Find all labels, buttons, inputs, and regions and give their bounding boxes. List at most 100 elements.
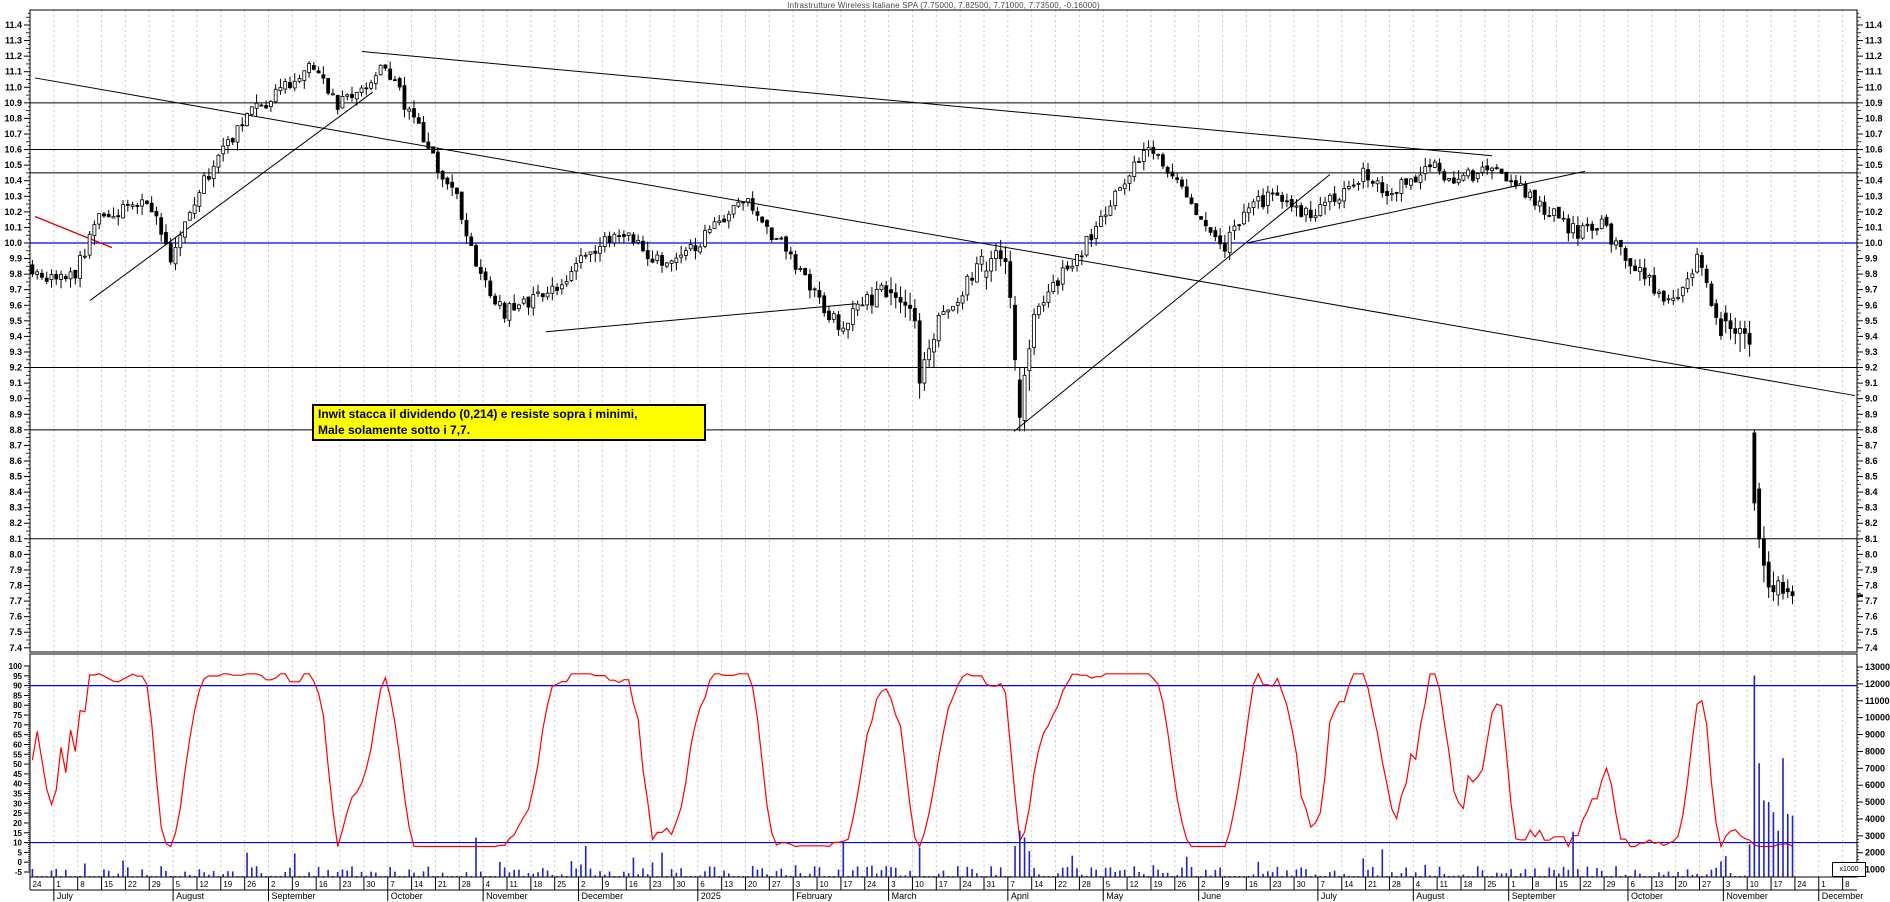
week-tick-label: 21 (1368, 880, 1377, 889)
volume-tick-label: 2000 (1865, 848, 1885, 858)
week-tick-label: 17 (939, 880, 948, 889)
price-tick-label: 10.5 (4, 160, 22, 170)
price-tick-label: 11.2 (5, 51, 22, 61)
month-label: December (1822, 891, 1864, 901)
oscillator-tick-label: 30 (13, 799, 22, 808)
week-tick-label: 22 (128, 880, 137, 889)
price-tick-label: 11.0 (1865, 82, 1882, 92)
price-tick-label: 10.8 (1865, 113, 1883, 123)
week-tick-label: 29 (152, 880, 161, 889)
volume-tick-label: 1000 (1865, 865, 1885, 875)
volume-unit-label: x1000 (1832, 862, 1866, 877)
week-tick-label: 7 (1320, 880, 1325, 889)
price-tick-label: 8.0 (1865, 549, 1878, 559)
trendlines-layer[interactable] (34, 50, 1856, 432)
trendline (89, 91, 374, 301)
week-tick-label: 21 (438, 880, 447, 889)
price-tick-label: 7.9 (1865, 565, 1878, 575)
price-tick-label: 8.8 (1865, 425, 1878, 435)
week-tick-label: 10 (820, 880, 829, 889)
oscillator-tick-label: 10 (13, 839, 22, 848)
oscillator-tick-label: 15 (13, 829, 22, 838)
price-tick-label: 8.6 (9, 456, 22, 466)
price-tick-label: 8.9 (9, 409, 22, 419)
price-tick-label: 7.6 (9, 612, 22, 622)
price-tick-label: 8.3 (1865, 503, 1878, 513)
oscillator-tick-label: 45 (13, 770, 22, 779)
week-tick-label: 29 (1607, 880, 1616, 889)
price-tick-label: 11.3 (1865, 36, 1882, 46)
price-tick-label: 9.6 (1865, 300, 1878, 310)
volume-tick-label: 13000 (1865, 662, 1890, 672)
week-tick-label: 6 (1630, 880, 1635, 889)
price-tick-label: 9.5 (9, 316, 22, 326)
week-tick-label: 8 (1845, 880, 1850, 889)
price-tick-label: 10.9 (1865, 98, 1883, 108)
volume-tick-label: 9000 (1865, 730, 1885, 740)
week-tick-label: 9 (1225, 880, 1230, 889)
price-tick-label: 10.6 (1865, 145, 1883, 155)
price-tick-label: 9.7 (9, 285, 22, 295)
panel-borders (29, 9, 1858, 878)
price-tick-label: 7.5 (1865, 627, 1878, 637)
week-tick-label: 20 (1678, 880, 1687, 889)
trendline (1013, 174, 1331, 432)
annotation-note[interactable]: Inwit stacca il dividendo (0,214) e resi… (312, 404, 706, 442)
price-tick-label: 8.4 (1865, 487, 1878, 497)
oscillator-tick-label: 25 (13, 809, 22, 818)
week-tick-label: 5 (1106, 880, 1111, 889)
price-tick-label: 9.8 (1865, 269, 1878, 279)
chart-title: Infrastrutture Wireless Italiane SPA (7.… (787, 1, 1100, 10)
week-tick-label: 14 (1034, 880, 1043, 889)
week-tick-label: 13 (724, 880, 733, 889)
price-tick-label: 8.0 (9, 549, 22, 559)
week-tick-label: 28 (462, 880, 471, 889)
price-tick-label: 10.5 (1865, 160, 1883, 170)
week-tick-label: 4 (486, 880, 491, 889)
month-label: September (1512, 891, 1556, 901)
week-tick-label: 10 (1750, 880, 1759, 889)
price-tick-label: 9.8 (9, 269, 22, 279)
month-label: May (1106, 891, 1124, 901)
week-tick-label: 9 (605, 880, 610, 889)
price-tick-label: 7.4 (9, 643, 22, 653)
week-tick-label: 9 (295, 880, 300, 889)
price-tick-label: 8.5 (9, 472, 22, 482)
annotation-line-2: Male solamente sotto i 7,7. (318, 422, 471, 437)
price-tick-label: 9.6 (9, 300, 22, 310)
month-label: June (1202, 891, 1222, 901)
price-tick-label: 7.7 (9, 596, 22, 606)
price-tick-label: 7.4 (1865, 643, 1878, 653)
week-tick-label: 15 (1559, 880, 1568, 889)
volume-tick-label: 6000 (1865, 780, 1885, 790)
price-tick-label: 8.7 (9, 440, 22, 450)
week-tick-label: 1 (1511, 880, 1516, 889)
week-tick-label: 25 (1487, 880, 1496, 889)
price-tick-label: 9.2 (9, 363, 22, 373)
oscillator-tick-label: 95 (13, 672, 22, 681)
price-tick-label: 9.4 (1865, 331, 1878, 341)
price-tick-label: 8.8 (9, 425, 22, 435)
week-tick-label: 24 (963, 880, 972, 889)
price-tick-label: 7.8 (1865, 581, 1878, 591)
price-tick-label: 8.2 (9, 518, 22, 528)
price-tick-label: 11.1 (5, 67, 22, 77)
oscillator-tick-label: 90 (13, 682, 22, 691)
week-tick-label: 27 (1702, 880, 1711, 889)
volume-tick-label: 7000 (1865, 763, 1885, 773)
indicator-axis-labels: 1009590858075706560555045403530252015105… (9, 662, 1890, 877)
month-label: August (176, 891, 205, 901)
week-gridlines (29, 10, 1844, 877)
month-label: November (1726, 891, 1768, 901)
trendline (545, 303, 857, 333)
price-tick-label: 11.2 (1865, 51, 1882, 61)
oscillator-tick-label: 5 (18, 848, 23, 857)
price-axis-labels: 11.4 11.4 11.3 11.3 11.2 11.2 11.1 11.1 11.0 11.0… (4, 12, 1883, 653)
price-tick-label: 8.1 (9, 534, 22, 544)
week-tick-label: 28 (1392, 880, 1401, 889)
week-tick-label: 18 (1464, 880, 1473, 889)
week-tick-label: 11 (1440, 880, 1449, 889)
volume-tick-label: 4000 (1865, 814, 1885, 824)
price-tick-label: 11.3 (5, 36, 22, 46)
